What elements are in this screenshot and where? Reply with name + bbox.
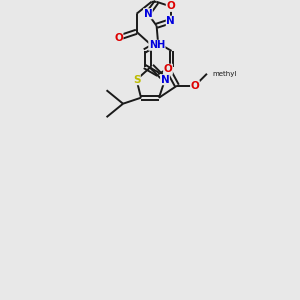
Text: O: O: [164, 64, 172, 74]
Text: O: O: [166, 2, 175, 11]
Text: O: O: [190, 81, 199, 91]
Text: O: O: [114, 33, 123, 43]
Text: methyl: methyl: [212, 71, 237, 77]
Text: N: N: [160, 75, 169, 85]
Text: N: N: [143, 9, 152, 19]
Text: NH: NH: [149, 40, 165, 50]
Text: N: N: [166, 16, 175, 26]
Text: S: S: [133, 75, 140, 85]
